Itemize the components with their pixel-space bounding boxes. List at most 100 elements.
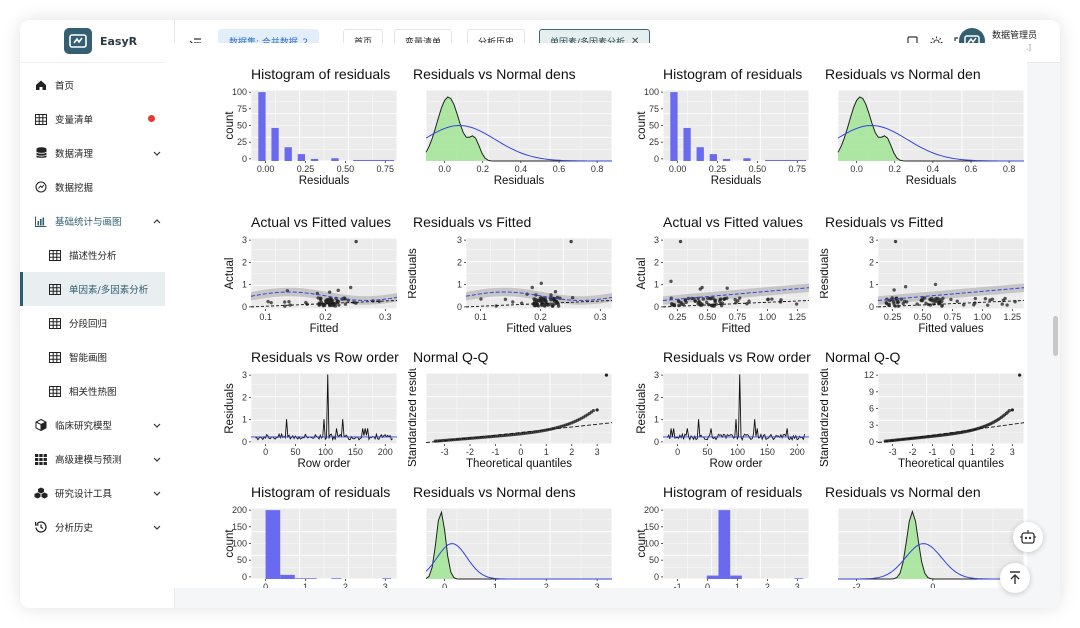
scatter-point bbox=[766, 297, 770, 301]
sidebar-item-label: 数据清理 bbox=[55, 149, 94, 160]
scatter-point bbox=[733, 297, 737, 302]
scatter-point bbox=[920, 298, 925, 303]
plot-title: Histogram of residuals bbox=[663, 484, 803, 500]
sidebar-item-3[interactable]: 数据挖掘 bbox=[20, 170, 175, 204]
y-tick-label: 3 bbox=[654, 370, 659, 380]
scatter-point bbox=[671, 302, 675, 307]
scatter-point bbox=[937, 300, 941, 305]
x-tick-label: 0.2 bbox=[534, 312, 547, 322]
qq-reference-line bbox=[425, 422, 613, 444]
scatter-point bbox=[304, 300, 308, 305]
sidebar-item-1[interactable]: 变量清单 bbox=[20, 102, 175, 136]
scatter-point bbox=[546, 303, 550, 307]
x-tick-label: 0.3 bbox=[379, 312, 392, 322]
chevron-down-icon bbox=[153, 148, 161, 159]
x-axis-label: Fitted values bbox=[506, 323, 571, 335]
outlier-point bbox=[569, 239, 573, 244]
scatter-point bbox=[336, 288, 340, 293]
scatter-point bbox=[961, 303, 966, 307]
x-tick-label: -2 bbox=[909, 447, 917, 457]
x-tick-label: 0.50 bbox=[337, 164, 355, 174]
sidebar-item-2[interactable]: 数据清理 bbox=[20, 136, 175, 170]
x-tick-label: 0.2 bbox=[319, 312, 332, 322]
histogram-bar bbox=[706, 575, 719, 579]
x-tick-label: 0 bbox=[442, 582, 447, 588]
sidebar-item-5[interactable]: 描述性分析 bbox=[20, 238, 175, 272]
scrollbar-thumb[interactable] bbox=[1053, 316, 1058, 356]
x-tick-label: 0.25 bbox=[297, 164, 315, 174]
histogram-bar bbox=[696, 147, 704, 161]
scatter-point bbox=[323, 302, 327, 306]
scatter-point bbox=[949, 297, 953, 302]
sidebar-item-12[interactable]: 研究设计工具 bbox=[20, 476, 175, 510]
y-tick-label: 0 bbox=[654, 302, 659, 312]
scatter-point bbox=[343, 302, 348, 306]
scatter-point bbox=[930, 299, 934, 303]
scatter-point bbox=[696, 302, 700, 306]
sidebar-item-label: 临床研究模型 bbox=[55, 421, 113, 432]
reference-line bbox=[250, 300, 398, 308]
back-to-top-button[interactable] bbox=[1000, 563, 1030, 593]
close-icon[interactable]: ✕ bbox=[631, 35, 640, 47]
x-tick-label: 2 bbox=[569, 447, 574, 457]
x-tick-label: 1 bbox=[303, 582, 308, 588]
x-tick-label: 150 bbox=[348, 447, 363, 457]
qq-point bbox=[604, 373, 609, 377]
sidebar-item-11[interactable]: 高级建模与预测 bbox=[20, 442, 175, 476]
y-tick-label: 50 bbox=[649, 121, 659, 131]
sidebar-item-4[interactable]: 基础统计与画图 bbox=[20, 204, 175, 238]
app-logo[interactable]: EasyR bbox=[20, 20, 174, 63]
plot-svg: 0501001502000123Residualscount bbox=[224, 505, 398, 588]
scatter-point bbox=[955, 299, 959, 303]
sidebar-item-label: 数据挖掘 bbox=[55, 183, 94, 194]
scatter-point bbox=[550, 304, 555, 308]
y-axis-label: Residuals bbox=[224, 383, 236, 434]
y-tick-label: 25 bbox=[649, 137, 659, 147]
x-tick-label: 2 bbox=[343, 582, 348, 588]
chevron-down-icon bbox=[153, 522, 161, 533]
sidebar-item-8[interactable]: 智能画图 bbox=[20, 340, 175, 374]
scatter-point bbox=[669, 279, 673, 284]
sidebar-item-10[interactable]: 临床研究模型 bbox=[20, 408, 175, 442]
x-tick-label: 0.25 bbox=[884, 312, 902, 322]
x-tick-label: 0.75 bbox=[377, 164, 395, 174]
sidebar-item-7[interactable]: 分段回归 bbox=[20, 306, 175, 340]
home-icon bbox=[34, 78, 48, 92]
table-icon bbox=[48, 282, 62, 296]
bar-chart-icon bbox=[34, 214, 48, 228]
sidebar-item-label: 变量清单 bbox=[55, 115, 94, 126]
plot-grid: Histogram of residuals 0 25 50 75 100 0.00 0.25… bbox=[165, 43, 1027, 588]
scrollbar[interactable] bbox=[1050, 63, 1060, 608]
x-tick-label: 0.2 bbox=[888, 164, 901, 174]
sidebar-item-6[interactable]: 单因素/多因素分析 bbox=[20, 272, 175, 306]
scatter-point bbox=[892, 288, 896, 292]
sidebar-item-9[interactable]: 相关性热图 bbox=[20, 374, 175, 408]
sidebar-item-0[interactable]: 首页 bbox=[20, 68, 175, 102]
y-tick-label: 3 bbox=[869, 420, 874, 430]
plot-panel: Actual vs Fitted values 0 1 2 3 0.1 0.2 0.3 Fitt… bbox=[193, 214, 403, 347]
y-tick-label: 0 bbox=[654, 154, 659, 164]
x-tick-label: 50 bbox=[291, 447, 301, 457]
user-name[interactable]: 数据管理员 bbox=[992, 31, 1038, 41]
smooth-line bbox=[662, 287, 810, 301]
density-area bbox=[426, 97, 612, 161]
scatter-point bbox=[941, 296, 945, 301]
scatter-point bbox=[934, 297, 938, 301]
plot-title: Histogram of residuals bbox=[663, 66, 803, 82]
scatter-point bbox=[701, 297, 706, 301]
plot-svg: 0 25 50 75 100 0.00 0.25 0.50 0.75 Residuals count bbox=[636, 87, 810, 187]
sidebar-item-13[interactable]: 分析历史 bbox=[20, 510, 175, 544]
y-tick-label: 75 bbox=[237, 104, 247, 114]
scatter-point bbox=[348, 285, 353, 290]
y-tick-label: 1 bbox=[869, 280, 874, 290]
history-icon bbox=[34, 520, 48, 534]
scatter-point bbox=[288, 303, 292, 307]
y-tick-label: 2 bbox=[654, 392, 659, 402]
x-tick-label: 0.0 bbox=[438, 164, 451, 174]
scatter-point bbox=[282, 300, 287, 304]
x-tick-label: 0.6 bbox=[965, 164, 978, 174]
plot-svg: 0 1 2 3 0.1 0.2 0.3 Fitted Actual bbox=[224, 235, 398, 335]
table-icon bbox=[48, 384, 62, 398]
robot-assistant-button[interactable] bbox=[1013, 522, 1043, 552]
scatter-point bbox=[337, 303, 341, 307]
